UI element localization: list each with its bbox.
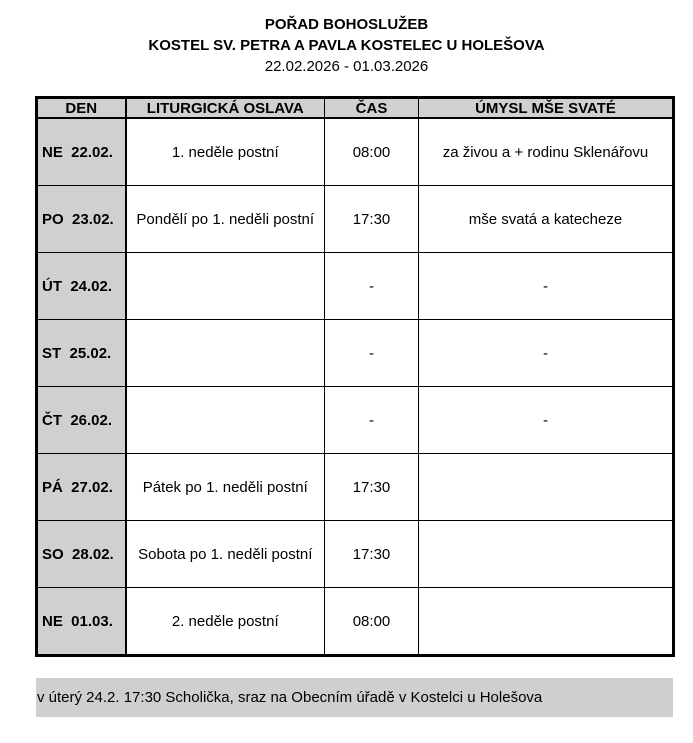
intention-cell bbox=[418, 453, 674, 521]
document-title: POŘAD BOHOSLUŽEB bbox=[264, 16, 429, 33]
time-cell: 08:00 bbox=[324, 117, 419, 186]
column-header-time: ČAS bbox=[324, 97, 419, 119]
column-header-day: DEN bbox=[36, 97, 127, 119]
day-cell: ÚT 24.02. bbox=[36, 252, 127, 320]
column-header-celebration: LITURGICKÁ OSLAVA bbox=[125, 97, 325, 119]
table-row: ČT 26.02. - - bbox=[36, 386, 674, 454]
day-cell: SO 28.02. bbox=[36, 520, 127, 588]
day-cell: NE 01.03. bbox=[36, 587, 127, 656]
table-header-row: DEN LITURGICKÁ OSLAVA ČAS ÚMYSL MŠE SVAT… bbox=[36, 97, 674, 119]
day-cell: PO 23.02. bbox=[36, 185, 127, 253]
celebration-cell bbox=[125, 319, 325, 387]
announcement-note: v úterý 24.2. 17:30 Scholička, sraz na O… bbox=[36, 678, 673, 717]
table-row: PÁ 27.02. Pátek po 1. neděli postní 17:30 bbox=[36, 453, 674, 521]
intention-cell: - bbox=[418, 386, 674, 454]
day-cell: PÁ 27.02. bbox=[36, 453, 127, 521]
table-row: NE 01.03. 2. neděle postní 08:00 bbox=[36, 587, 674, 656]
celebration-cell: 1. neděle postní bbox=[125, 117, 325, 186]
intention-cell: za živou a + rodinu Sklenářovu bbox=[418, 117, 674, 186]
celebration-cell: Sobota po 1. neděli postní bbox=[125, 520, 325, 588]
table-row: ÚT 24.02. - - bbox=[36, 252, 674, 320]
celebration-cell: Pátek po 1. neděli postní bbox=[125, 453, 325, 521]
schedule-table: DEN LITURGICKÁ OSLAVA ČAS ÚMYSL MŠE SVAT… bbox=[35, 96, 675, 657]
time-cell: - bbox=[324, 386, 419, 454]
column-header-intention: ÚMYSL MŠE SVATÉ bbox=[418, 97, 674, 119]
table-row: PO 23.02. Pondělí po 1. neděli postní 17:3… bbox=[36, 185, 674, 253]
table-row: SO 28.02. Sobota po 1. neděli postní 17:30 bbox=[36, 520, 674, 588]
intention-cell: - bbox=[418, 252, 674, 320]
intention-cell bbox=[418, 520, 674, 588]
day-cell: ČT 26.02. bbox=[36, 386, 127, 454]
day-cell: NE 22.02. bbox=[36, 117, 127, 186]
time-cell: - bbox=[324, 319, 419, 387]
time-cell: 17:30 bbox=[324, 520, 419, 588]
time-cell: 08:00 bbox=[324, 587, 419, 656]
intention-cell: - bbox=[418, 319, 674, 387]
intention-cell bbox=[418, 587, 674, 656]
date-range: 22.02.2026 - 01.03.2026 bbox=[264, 58, 429, 75]
time-cell: - bbox=[324, 252, 419, 320]
table-row: ST 25.02. - - bbox=[36, 319, 674, 387]
celebration-cell bbox=[125, 386, 325, 454]
time-cell: 17:30 bbox=[324, 185, 419, 253]
intention-cell: mše svatá a katecheze bbox=[418, 185, 674, 253]
celebration-cell: 2. neděle postní bbox=[125, 587, 325, 656]
celebration-cell bbox=[125, 252, 325, 320]
celebration-cell: Pondělí po 1. neděli postní bbox=[125, 185, 325, 253]
church-name: KOSTEL SV. PETRA A PAVLA KOSTELEC U HOLE… bbox=[148, 37, 545, 54]
table-row: NE 22.02. 1. neděle postní 08:00 za živou a… bbox=[36, 117, 674, 186]
day-cell: ST 25.02. bbox=[36, 319, 127, 387]
time-cell: 17:30 bbox=[324, 453, 419, 521]
